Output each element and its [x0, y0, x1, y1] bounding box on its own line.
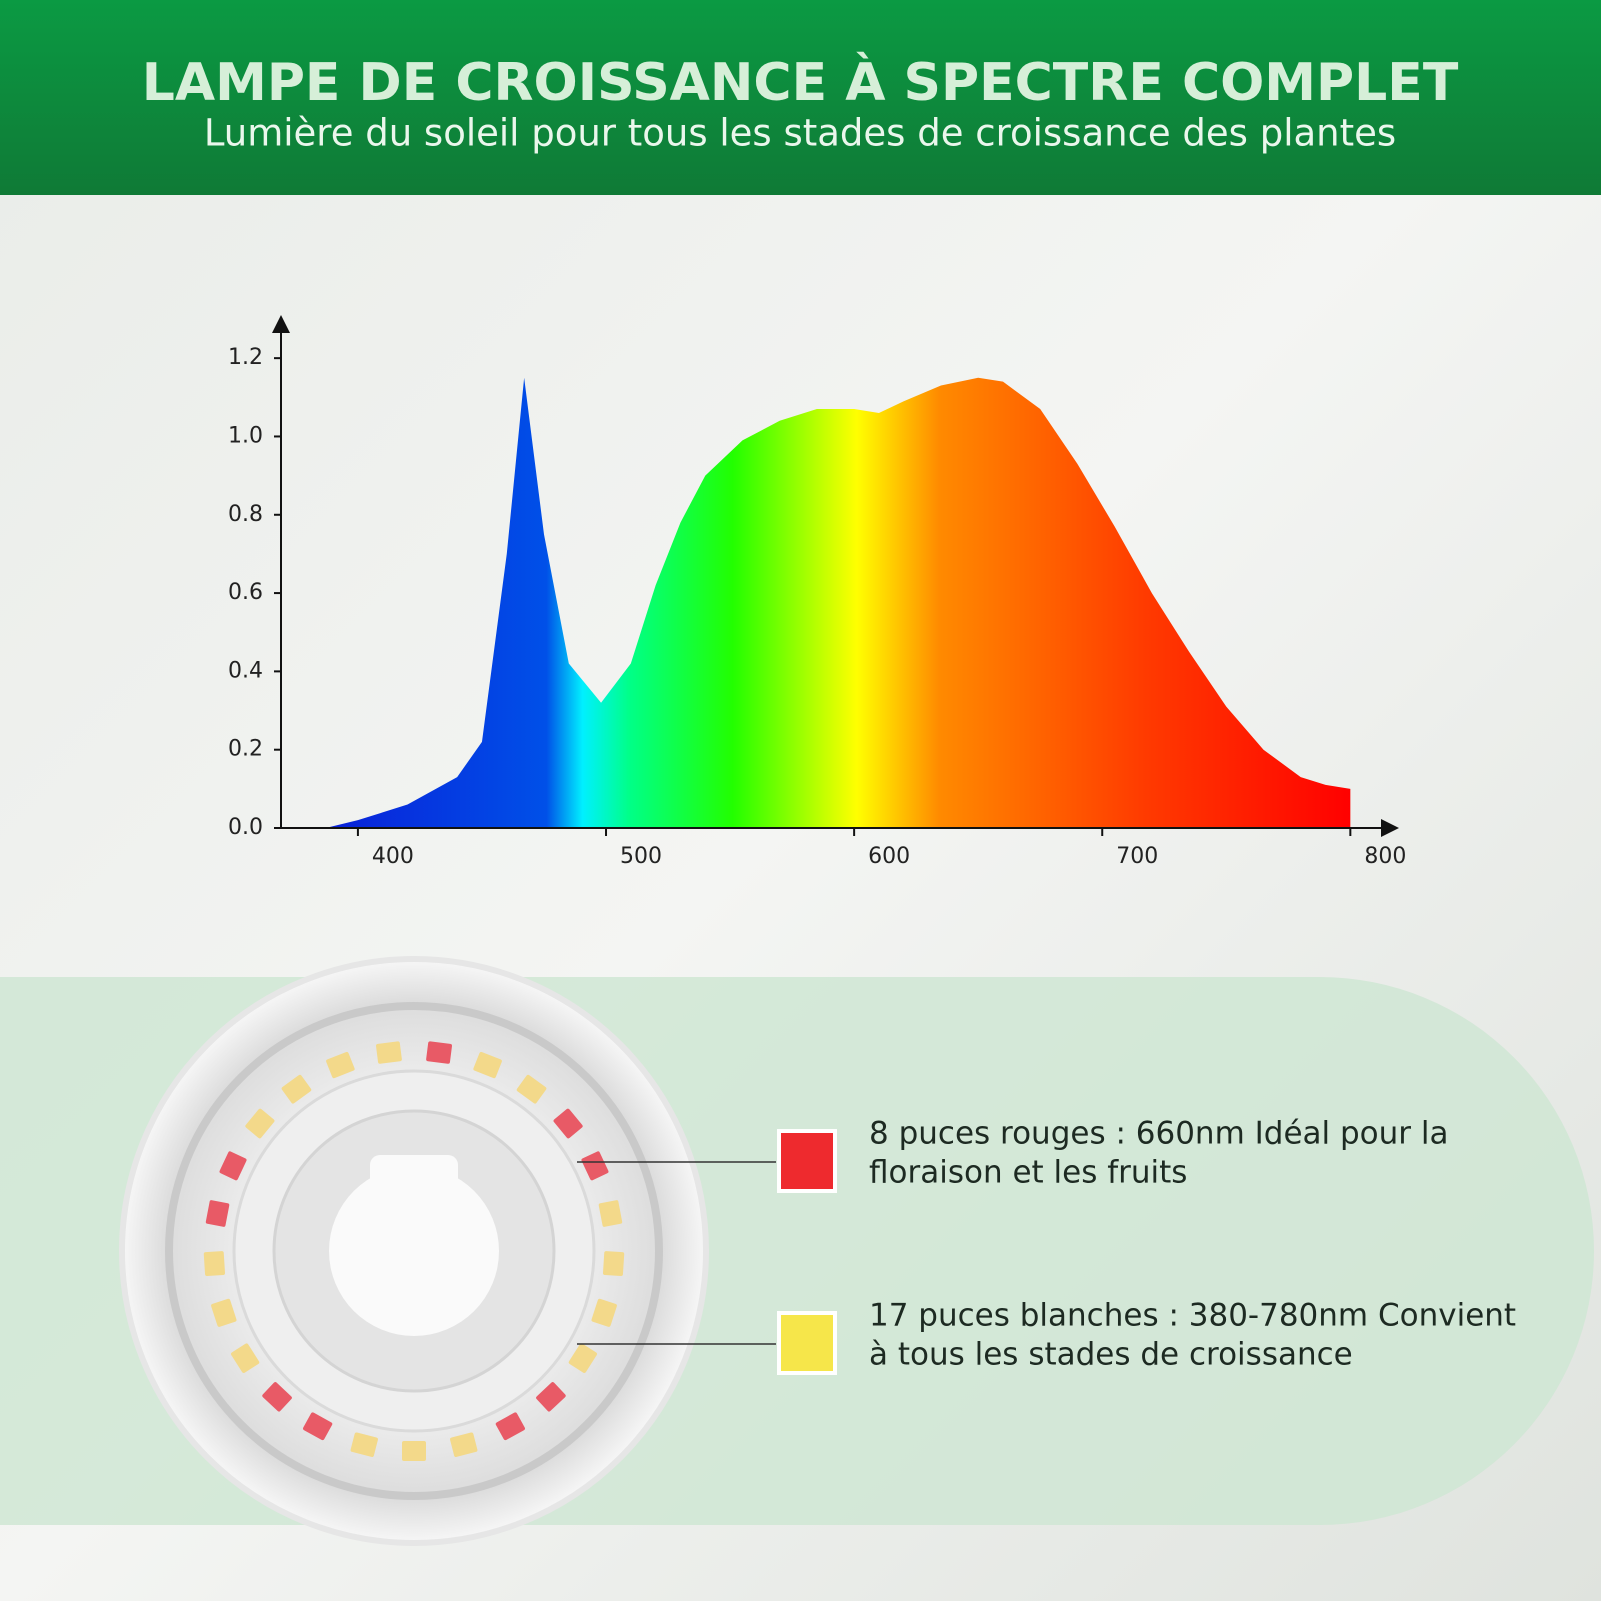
led-chip	[516, 1074, 547, 1104]
led-chip	[205, 1200, 230, 1227]
chart: 0.0 0.2 0.4 0.6 0.8 1.0 1.2 400 500 600 700 800	[228, 315, 1406, 869]
x-axis-arrow	[1381, 819, 1399, 837]
led-chip	[473, 1051, 502, 1079]
led-chip	[495, 1412, 525, 1441]
legend-text: floraison et les fruits	[869, 1155, 1187, 1191]
led-chip	[326, 1051, 355, 1079]
y-tick-label: 0.8	[228, 502, 263, 527]
led-chip	[303, 1412, 333, 1441]
led-chip	[602, 1251, 625, 1277]
led-chip	[281, 1074, 312, 1104]
led-chip	[231, 1343, 260, 1373]
y-tick-label: 1.2	[228, 345, 263, 370]
led-chip	[211, 1298, 237, 1327]
led-chip	[536, 1382, 566, 1412]
led-chip	[376, 1041, 402, 1064]
y-tick-label: 0.0	[228, 815, 263, 840]
led-chip	[450, 1432, 478, 1457]
led-chip	[568, 1343, 597, 1373]
legend-swatch	[777, 1311, 837, 1375]
led-chip	[402, 1441, 426, 1461]
legend: 8 puces rouges : 660nm Idéal pour laflor…	[577, 1116, 1516, 1375]
led-chip	[553, 1108, 583, 1139]
legend-text: 8 puces rouges : 660nm Idéal pour la	[869, 1116, 1448, 1152]
y-axis-arrow	[272, 315, 290, 333]
x-tick-label: 500	[620, 844, 662, 869]
led-disk	[119, 956, 709, 1546]
subtitle: Lumière du soleil pour tous les stades d…	[204, 112, 1396, 155]
spectrum-area	[325, 377, 1351, 828]
y-tick-label: 1.0	[228, 423, 263, 448]
led-chip	[245, 1108, 275, 1139]
legend-text: 17 puces blanches : 380-780nm Convient	[869, 1298, 1516, 1334]
led-chip	[219, 1151, 247, 1181]
title: LAMPE DE CROISSANCE À SPECTRE COMPLET	[142, 52, 1459, 113]
legend-text: à tous les stades de croissance	[869, 1337, 1353, 1373]
header-band	[0, 0, 1601, 195]
y-tick-label: 0.6	[228, 580, 263, 605]
led-chip	[591, 1298, 617, 1327]
x-tick-label: 700	[1116, 844, 1158, 869]
led-chip	[426, 1041, 452, 1064]
led-chip	[262, 1382, 292, 1412]
y-tick-label: 0.4	[228, 658, 263, 683]
y-tick-label: 0.2	[228, 737, 263, 762]
legend-swatch	[777, 1129, 837, 1193]
x-tick-label: 800	[1364, 844, 1406, 869]
led-chip	[598, 1200, 623, 1227]
x-tick-label: 400	[372, 844, 414, 869]
x-tick-label: 600	[868, 844, 910, 869]
led-chip	[581, 1151, 609, 1181]
led-chip	[203, 1251, 226, 1277]
led-chip	[350, 1432, 378, 1457]
